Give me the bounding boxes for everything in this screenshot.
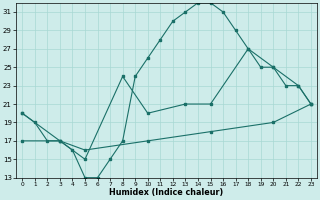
X-axis label: Humidex (Indice chaleur): Humidex (Indice chaleur) [109,188,224,197]
